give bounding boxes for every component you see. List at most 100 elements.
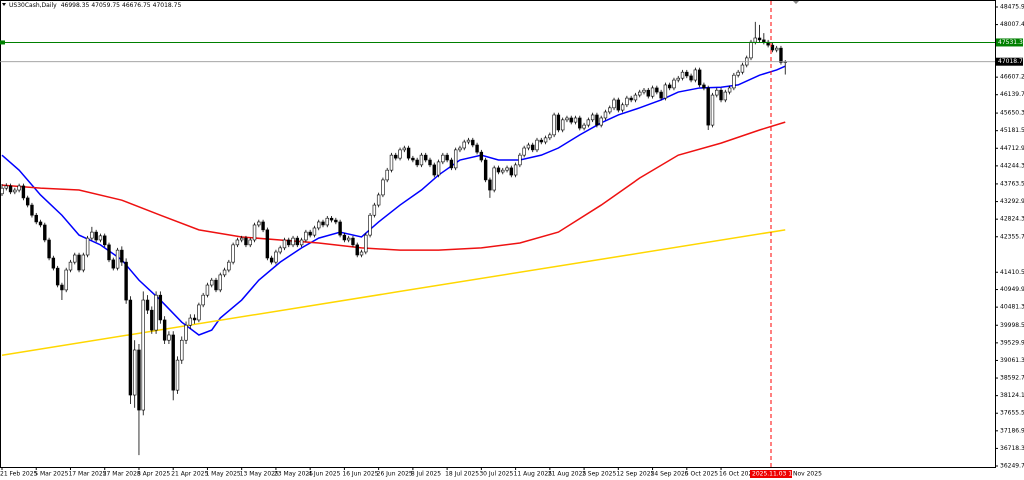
x-tick-label: 21 Feb 2025 bbox=[0, 471, 38, 478]
open-value: 46998.35 bbox=[61, 2, 90, 9]
candle-body bbox=[248, 239, 252, 246]
candle-body bbox=[299, 239, 304, 246]
candle-body bbox=[509, 167, 514, 176]
candle-body bbox=[252, 224, 257, 241]
candle-body bbox=[231, 244, 235, 263]
candle-body bbox=[342, 234, 347, 241]
candle-body bbox=[650, 87, 655, 97]
candle-body bbox=[603, 111, 608, 119]
candle-body bbox=[779, 47, 783, 63]
candle-body bbox=[496, 167, 501, 173]
candle-body bbox=[287, 239, 291, 246]
candle-body bbox=[368, 214, 372, 236]
candle-body bbox=[458, 147, 462, 151]
candle-body bbox=[518, 154, 522, 166]
candle-body bbox=[205, 284, 210, 296]
candle-body bbox=[338, 221, 342, 236]
level-marker bbox=[0, 40, 5, 45]
candle-body bbox=[706, 87, 710, 126]
candle-body bbox=[466, 139, 471, 143]
candle-body bbox=[633, 94, 638, 101]
candle-body bbox=[235, 239, 240, 246]
candle-body bbox=[736, 71, 740, 76]
candle-body bbox=[432, 164, 436, 176]
candle-body bbox=[145, 299, 150, 311]
candle-body bbox=[419, 154, 424, 166]
x-tick-label: 24 Sep 2025 bbox=[651, 471, 689, 478]
candle-body bbox=[471, 139, 475, 146]
candle-body bbox=[453, 149, 458, 169]
y-tick-label: 48007.40 bbox=[1000, 21, 1024, 28]
candle-body bbox=[415, 159, 419, 166]
candle-body bbox=[398, 149, 402, 159]
x-tick-label: 27 Mar 2025 bbox=[103, 471, 141, 478]
candle-body bbox=[436, 161, 441, 176]
candle-body bbox=[227, 261, 231, 271]
candle-body bbox=[64, 269, 68, 291]
candle-body bbox=[167, 334, 171, 341]
candle-body bbox=[762, 39, 766, 43]
candle-body bbox=[676, 77, 680, 81]
candle-body bbox=[197, 304, 201, 321]
candle-body bbox=[740, 64, 745, 73]
candle-body bbox=[590, 114, 595, 121]
candle-body bbox=[616, 99, 621, 111]
x-tick-label: 13 May 2025 bbox=[240, 471, 279, 478]
y-tick-label: 46607.20 bbox=[1000, 74, 1024, 81]
candle-body bbox=[90, 231, 94, 239]
candle-body bbox=[180, 339, 184, 361]
candle-body bbox=[629, 97, 633, 101]
y-tick-label: 37655.50 bbox=[1000, 410, 1024, 417]
x-tail-label: Nov 2025 bbox=[793, 471, 822, 478]
candle-body bbox=[222, 269, 227, 276]
candle-body bbox=[646, 89, 650, 97]
high-value: 47059.75 bbox=[91, 2, 120, 9]
candle-body bbox=[201, 294, 205, 306]
candle-body bbox=[757, 37, 762, 41]
x-tick-label: 8 Apr 2025 bbox=[137, 471, 170, 478]
candle-body bbox=[552, 114, 556, 136]
candle-body bbox=[73, 254, 77, 263]
candle-body bbox=[719, 89, 723, 101]
candle-body bbox=[103, 235, 107, 246]
candle-body bbox=[162, 319, 167, 341]
candle-body bbox=[462, 141, 466, 149]
candle-body bbox=[548, 134, 552, 139]
candle-body bbox=[4, 185, 8, 189]
candle-body bbox=[111, 259, 115, 269]
candle-body bbox=[295, 237, 300, 246]
x-tick-label: 17 Mar 2025 bbox=[68, 471, 106, 478]
candle-body bbox=[445, 154, 449, 161]
candle-body bbox=[317, 221, 321, 229]
candle-body bbox=[556, 114, 561, 131]
price-label-box bbox=[996, 57, 1023, 66]
candle-body bbox=[359, 251, 364, 256]
candle-body bbox=[723, 91, 728, 101]
symbol: US30Cash,Daily bbox=[9, 2, 57, 9]
candle-body bbox=[43, 224, 47, 241]
candle-body bbox=[702, 84, 706, 89]
candle-body bbox=[638, 91, 642, 96]
candle-body bbox=[376, 194, 381, 206]
level-label: 47531.36 bbox=[998, 39, 1024, 46]
candle-body bbox=[34, 214, 38, 223]
candle-body bbox=[488, 179, 492, 191]
y-tick-label: 40949.90 bbox=[1000, 286, 1024, 293]
menu-icon bbox=[2, 3, 6, 6]
candle-body bbox=[385, 169, 389, 181]
candle-body bbox=[137, 349, 141, 411]
y-tick-label: 45650.30 bbox=[1000, 110, 1024, 117]
candle-body bbox=[30, 204, 34, 216]
candle-body bbox=[21, 185, 26, 199]
y-tick-label: 43763.50 bbox=[1000, 180, 1024, 187]
candle-body bbox=[685, 71, 689, 77]
candle-body bbox=[582, 124, 586, 129]
candle-body bbox=[595, 114, 599, 126]
y-tick-label: 38124.10 bbox=[1000, 392, 1024, 399]
candle-body bbox=[372, 204, 377, 216]
candle-body bbox=[274, 251, 278, 263]
candle-body bbox=[60, 284, 64, 291]
candle-body bbox=[697, 69, 702, 86]
candle-body bbox=[749, 41, 753, 59]
